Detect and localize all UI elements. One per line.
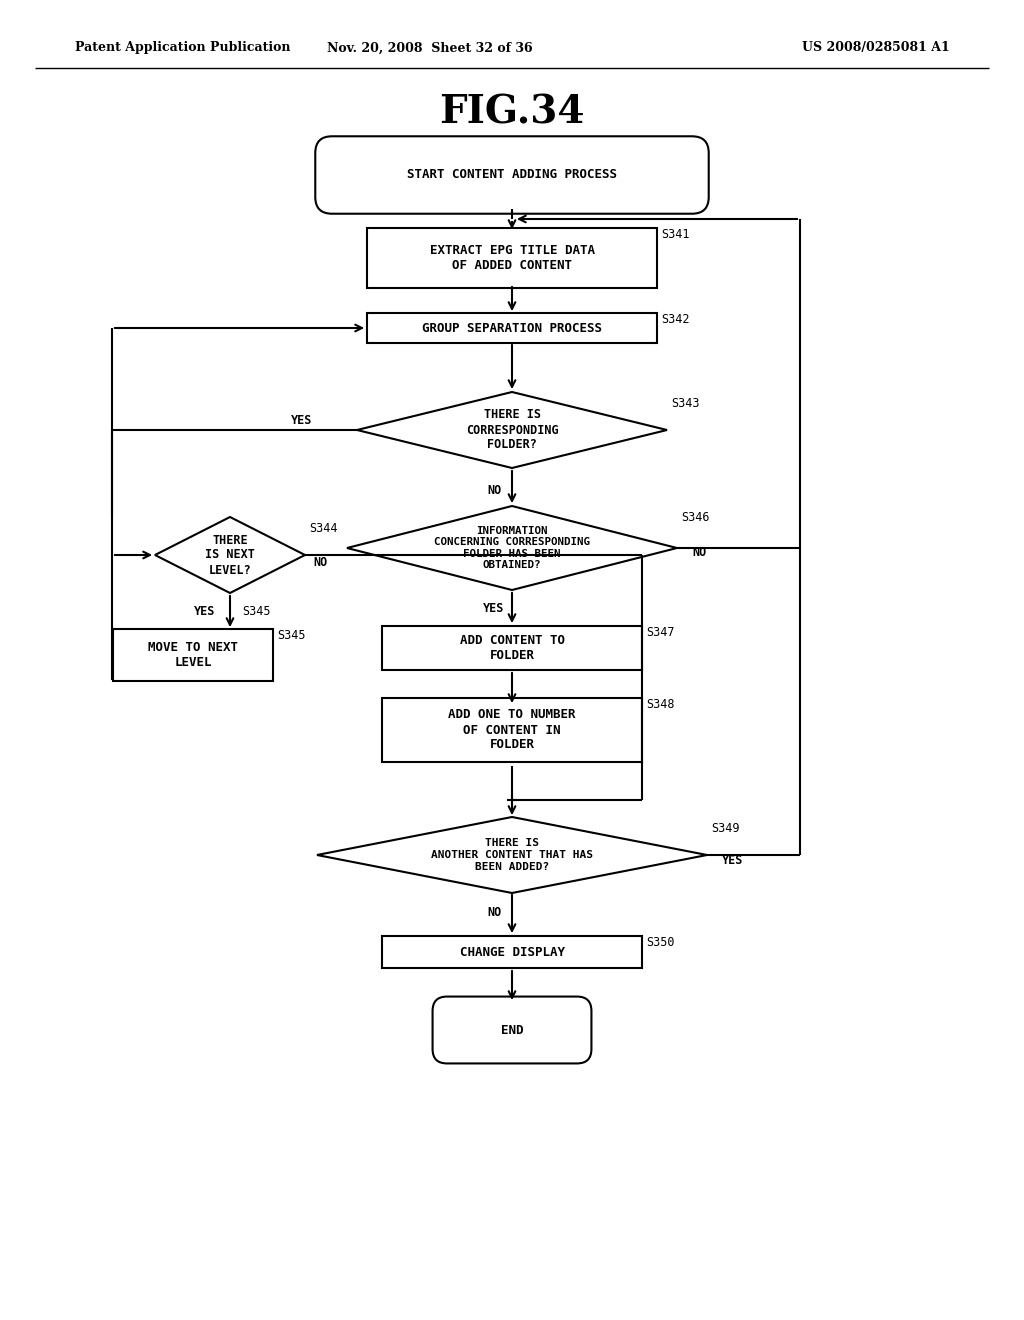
- FancyBboxPatch shape: [432, 997, 592, 1064]
- Bar: [367, 228, 657, 288]
- Bar: [382, 698, 642, 762]
- Text: NO: NO: [692, 546, 707, 560]
- Text: THERE IS
ANOTHER CONTENT THAT HAS
BEEN ADDED?: THERE IS ANOTHER CONTENT THAT HAS BEEN A…: [431, 838, 593, 871]
- FancyBboxPatch shape: [315, 136, 709, 214]
- Text: EXTRACT EPG TITLE DATA
OF ADDED CONTENT: EXTRACT EPG TITLE DATA OF ADDED CONTENT: [429, 244, 595, 272]
- Text: YES: YES: [195, 605, 216, 618]
- Text: US 2008/0285081 A1: US 2008/0285081 A1: [802, 41, 950, 54]
- Bar: [382, 936, 642, 968]
- Polygon shape: [155, 517, 305, 593]
- Text: THERE IS
CORRESPONDING
FOLDER?: THERE IS CORRESPONDING FOLDER?: [466, 408, 558, 451]
- Polygon shape: [347, 506, 677, 590]
- Text: Nov. 20, 2008  Sheet 32 of 36: Nov. 20, 2008 Sheet 32 of 36: [328, 41, 532, 54]
- Text: MOVE TO NEXT
LEVEL: MOVE TO NEXT LEVEL: [148, 642, 238, 669]
- Text: S346: S346: [681, 511, 710, 524]
- Bar: [113, 630, 273, 681]
- Text: ADD CONTENT TO
FOLDER: ADD CONTENT TO FOLDER: [460, 634, 564, 663]
- Text: ADD ONE TO NUMBER
OF CONTENT IN
FOLDER: ADD ONE TO NUMBER OF CONTENT IN FOLDER: [449, 709, 575, 751]
- Text: S343: S343: [671, 397, 699, 411]
- Text: YES: YES: [291, 413, 312, 426]
- Bar: [382, 626, 642, 671]
- Text: S342: S342: [662, 313, 689, 326]
- Text: GROUP SEPARATION PROCESS: GROUP SEPARATION PROCESS: [422, 322, 602, 334]
- Text: S345: S345: [242, 605, 270, 618]
- Text: FIG.34: FIG.34: [439, 92, 585, 131]
- Polygon shape: [357, 392, 667, 469]
- Bar: [367, 313, 657, 343]
- Text: NO: NO: [486, 484, 501, 498]
- Text: THERE
IS NEXT
LEVEL?: THERE IS NEXT LEVEL?: [205, 533, 255, 577]
- Text: S348: S348: [646, 698, 675, 711]
- Text: S344: S344: [309, 521, 338, 535]
- Polygon shape: [317, 817, 707, 894]
- Text: YES: YES: [722, 854, 743, 866]
- Text: NO: NO: [486, 906, 501, 919]
- Text: START CONTENT ADDING PROCESS: START CONTENT ADDING PROCESS: [407, 169, 617, 181]
- Text: S341: S341: [662, 228, 689, 242]
- Text: END: END: [501, 1023, 523, 1036]
- Text: CHANGE DISPLAY: CHANGE DISPLAY: [460, 945, 564, 958]
- Text: NO: NO: [313, 557, 328, 569]
- Text: INFORMATION
CONCERNING CORRESPONDING
FOLDER HAS BEEN
OBTAINED?: INFORMATION CONCERNING CORRESPONDING FOL…: [434, 525, 590, 570]
- Text: S347: S347: [646, 626, 675, 639]
- Text: Patent Application Publication: Patent Application Publication: [75, 41, 291, 54]
- Text: YES: YES: [483, 602, 505, 615]
- Text: S345: S345: [278, 630, 305, 642]
- Text: S350: S350: [646, 936, 675, 949]
- Text: S349: S349: [711, 822, 739, 836]
